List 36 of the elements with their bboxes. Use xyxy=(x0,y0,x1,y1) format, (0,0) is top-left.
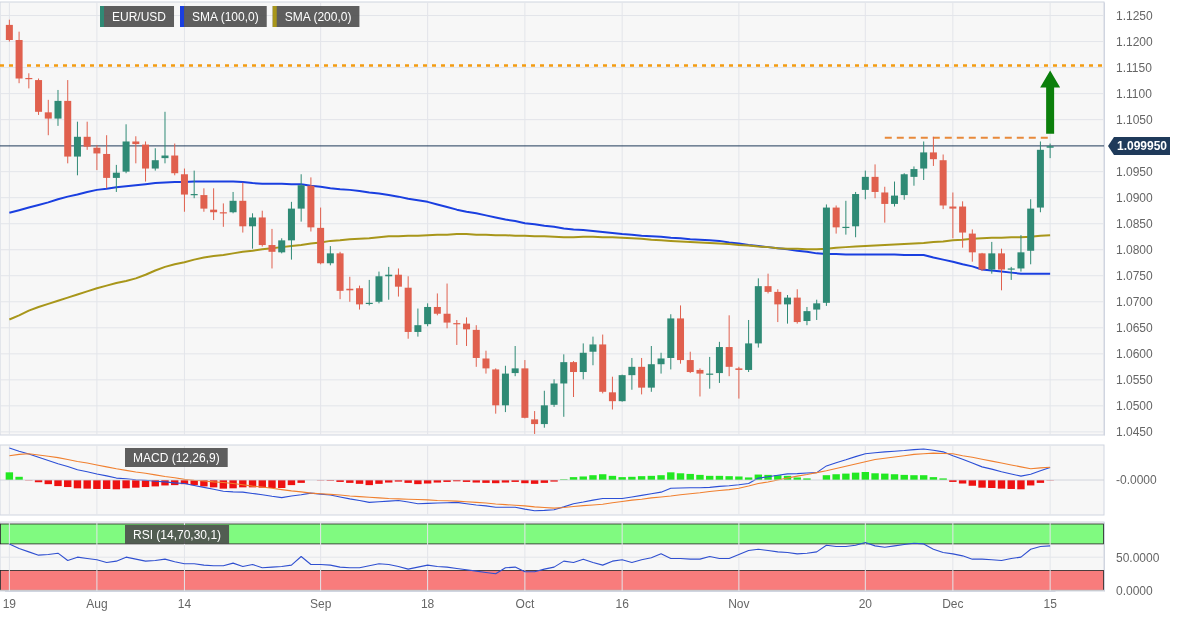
ref-line-label: 1.099950 xyxy=(1116,139,1168,154)
y-tick-label: 1.0900 xyxy=(1116,191,1154,206)
x-tick-label: 15 xyxy=(1043,596,1058,611)
y-tick-label: 1.1150 xyxy=(1116,60,1153,75)
text: RSI (14,70,30,1) xyxy=(133,527,222,542)
y-tick-label: 1.0850 xyxy=(1116,217,1154,232)
x-tick-label: 20 xyxy=(858,596,873,611)
x-tick-label: Sep xyxy=(309,596,332,611)
y-tick-label: 1.1100 xyxy=(1116,86,1153,101)
legend-label: SMA (100,0) xyxy=(192,9,259,24)
legend-label: SMA (200,0) xyxy=(284,9,352,24)
y-tick-label: 1.0550 xyxy=(1116,373,1154,388)
chart-title: MACD (12,26,9) xyxy=(133,450,220,465)
x-tick-label: Dec xyxy=(942,596,964,611)
y-tick-label: 1.0800 xyxy=(1116,243,1154,258)
x-tick-label: Nov xyxy=(728,596,750,611)
text: -0.0000 xyxy=(1116,472,1158,487)
y-tick-label: 1.1200 xyxy=(1116,34,1154,49)
y-tick-label: 1.0700 xyxy=(1116,295,1154,310)
x-tick-label: 14 xyxy=(177,596,192,611)
y-tick-label: 1.0450 xyxy=(1116,425,1154,440)
y-tick-label: 1.1250 xyxy=(1116,8,1154,23)
y-tick-label: 1.1050 xyxy=(1116,112,1154,127)
y-tick-label: 1.0500 xyxy=(1116,399,1154,414)
y-tick-label: 1.0650 xyxy=(1116,321,1154,336)
x-tick-label: Aug xyxy=(86,596,108,611)
y-tick-label: 0.0000 xyxy=(1116,583,1154,598)
y-tick-label: 1.0950 xyxy=(1116,165,1154,179)
y-tick-label: 50.0000 xyxy=(1116,550,1160,565)
x-tick-label: 18 xyxy=(420,596,435,611)
y-tick-label: 1.0600 xyxy=(1116,347,1154,362)
x-tick-label: 16 xyxy=(615,596,630,611)
x-tick-label: 19 xyxy=(2,596,17,611)
legend-label: EUR/USD xyxy=(112,9,167,24)
x-tick-label: Oct xyxy=(515,596,535,611)
y-tick-label: 1.0750 xyxy=(1116,269,1154,284)
